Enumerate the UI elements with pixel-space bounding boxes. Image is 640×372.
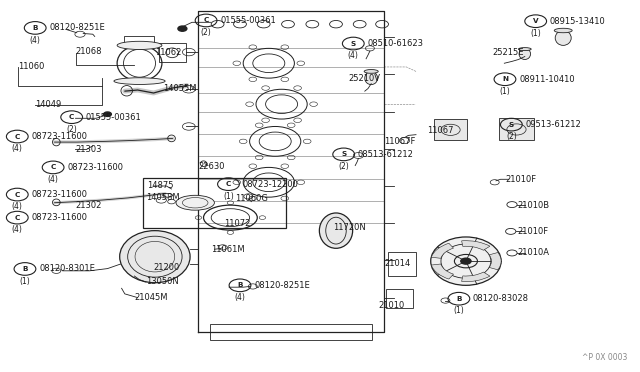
Wedge shape <box>489 253 501 270</box>
FancyBboxPatch shape <box>434 119 467 140</box>
Text: S: S <box>351 41 356 46</box>
Text: 21068: 21068 <box>76 47 102 56</box>
Text: 01555-00361: 01555-00361 <box>86 113 141 122</box>
Ellipse shape <box>556 31 572 45</box>
Circle shape <box>104 112 111 116</box>
Text: (4): (4) <box>348 51 358 60</box>
Text: (4): (4) <box>12 202 22 211</box>
Ellipse shape <box>554 28 572 33</box>
Text: (2): (2) <box>506 132 516 141</box>
FancyBboxPatch shape <box>499 118 534 140</box>
Text: C: C <box>204 17 209 23</box>
Text: B: B <box>237 282 243 288</box>
Ellipse shape <box>518 48 531 51</box>
Text: (1): (1) <box>500 87 510 96</box>
Text: C: C <box>51 164 56 170</box>
Text: C: C <box>15 134 20 140</box>
Text: V: V <box>533 18 538 24</box>
Text: (1): (1) <box>20 277 30 286</box>
Text: 14049: 14049 <box>35 100 61 109</box>
Text: B: B <box>456 296 461 302</box>
Ellipse shape <box>117 41 162 49</box>
Text: 08723-11600: 08723-11600 <box>31 213 87 222</box>
Ellipse shape <box>365 71 378 84</box>
Text: (1): (1) <box>223 192 234 201</box>
Text: 14058M: 14058M <box>146 193 180 202</box>
Text: 09513-61212: 09513-61212 <box>525 120 581 129</box>
Text: 08723-11600: 08723-11600 <box>31 132 87 141</box>
Text: (4): (4) <box>12 225 22 234</box>
Text: 08723-12200: 08723-12200 <box>243 180 298 189</box>
Text: 25210V: 25210V <box>349 74 381 83</box>
Text: (1): (1) <box>531 29 541 38</box>
Text: 14875: 14875 <box>147 182 173 190</box>
Text: B: B <box>33 25 38 31</box>
Text: 11720N: 11720N <box>333 223 365 232</box>
Text: ^P 0X 0003: ^P 0X 0003 <box>582 353 627 362</box>
Wedge shape <box>431 243 454 258</box>
Text: 11067F: 11067F <box>384 137 415 146</box>
Text: 22630: 22630 <box>198 162 225 171</box>
Wedge shape <box>461 272 490 282</box>
Circle shape <box>461 258 471 264</box>
Wedge shape <box>461 241 490 250</box>
Text: 13050N: 13050N <box>146 278 179 286</box>
Text: S: S <box>509 122 514 128</box>
Text: 11060G: 11060G <box>236 194 268 203</box>
Text: 08120-83028: 08120-83028 <box>473 294 529 303</box>
Ellipse shape <box>176 195 214 210</box>
Text: N: N <box>502 76 508 82</box>
Text: 21010A: 21010A <box>517 248 549 257</box>
Text: (2): (2) <box>201 28 211 37</box>
Text: 08723-11600: 08723-11600 <box>67 163 123 172</box>
Text: 08510-61623: 08510-61623 <box>367 39 424 48</box>
Text: (4): (4) <box>30 36 40 45</box>
Text: 21302: 21302 <box>76 201 102 210</box>
Text: 08911-10410: 08911-10410 <box>519 75 575 84</box>
Text: 21010F: 21010F <box>506 175 537 184</box>
Text: 25215E: 25215E <box>493 48 524 57</box>
Text: C: C <box>15 192 20 198</box>
Text: B: B <box>22 266 28 272</box>
Text: 08120-8301E: 08120-8301E <box>39 264 95 273</box>
Text: 21303: 21303 <box>76 145 102 154</box>
Circle shape <box>178 26 187 31</box>
Ellipse shape <box>364 70 378 73</box>
Ellipse shape <box>519 48 531 60</box>
Text: (2): (2) <box>67 125 77 134</box>
Wedge shape <box>431 264 454 279</box>
Text: 21010F: 21010F <box>517 227 548 236</box>
Text: 08513-61212: 08513-61212 <box>358 150 413 159</box>
Text: (4): (4) <box>12 144 22 153</box>
Text: 21200: 21200 <box>154 263 180 272</box>
Text: 11067: 11067 <box>428 126 454 135</box>
Text: 08915-13410: 08915-13410 <box>550 17 605 26</box>
Text: 11060: 11060 <box>18 62 44 71</box>
Text: (2): (2) <box>339 162 349 171</box>
Text: 01555-00361: 01555-00361 <box>220 16 276 25</box>
Text: C: C <box>69 114 74 120</box>
Text: 14055M: 14055M <box>163 84 196 93</box>
Text: (4): (4) <box>48 175 58 184</box>
Text: 11062: 11062 <box>155 48 181 57</box>
Ellipse shape <box>120 231 190 283</box>
Text: (1): (1) <box>454 307 464 315</box>
Text: 21010B: 21010B <box>517 201 549 210</box>
Text: 08120-8251E: 08120-8251E <box>254 281 310 290</box>
Ellipse shape <box>114 78 165 84</box>
Ellipse shape <box>319 213 353 248</box>
Text: 21010: 21010 <box>379 301 405 310</box>
Text: 08723-11600: 08723-11600 <box>31 190 87 199</box>
Text: 21045M: 21045M <box>134 293 168 302</box>
Text: 21014: 21014 <box>384 259 410 268</box>
Text: 11061M: 11061M <box>211 245 245 254</box>
Text: C: C <box>226 181 231 187</box>
Text: S: S <box>341 151 346 157</box>
Text: C: C <box>15 215 20 221</box>
Text: 11072: 11072 <box>224 219 250 228</box>
Text: 08120-8251E: 08120-8251E <box>49 23 105 32</box>
Ellipse shape <box>431 237 501 285</box>
Text: (4): (4) <box>235 293 245 302</box>
